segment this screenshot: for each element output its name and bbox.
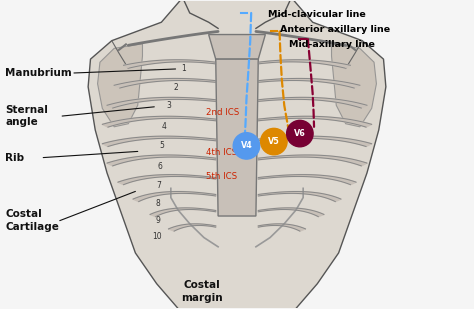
Text: V5: V5: [268, 137, 280, 146]
Text: V6: V6: [294, 129, 306, 138]
Polygon shape: [258, 224, 306, 231]
Polygon shape: [102, 116, 216, 127]
Text: 10: 10: [152, 232, 162, 241]
Polygon shape: [258, 60, 350, 68]
Text: 5th ICS: 5th ICS: [206, 171, 237, 180]
Polygon shape: [133, 192, 216, 201]
Polygon shape: [107, 155, 216, 166]
Polygon shape: [102, 136, 216, 146]
Polygon shape: [258, 78, 360, 88]
Polygon shape: [331, 44, 376, 127]
Polygon shape: [258, 175, 356, 185]
Text: 8: 8: [155, 199, 160, 208]
Text: 4: 4: [161, 122, 166, 131]
Text: 6: 6: [157, 162, 163, 171]
Polygon shape: [150, 208, 216, 217]
Text: Anterior axillary line: Anterior axillary line: [280, 25, 390, 34]
Polygon shape: [258, 136, 372, 146]
Text: Rib: Rib: [5, 153, 25, 163]
Polygon shape: [88, 0, 386, 308]
Text: Sternal: Sternal: [5, 105, 48, 115]
Text: 3: 3: [166, 101, 171, 110]
Polygon shape: [114, 78, 216, 88]
Polygon shape: [118, 175, 216, 185]
Polygon shape: [258, 208, 324, 217]
Polygon shape: [124, 60, 216, 68]
Text: 1: 1: [182, 65, 186, 74]
Text: 5: 5: [159, 142, 164, 150]
Text: 2nd ICS: 2nd ICS: [206, 108, 239, 117]
Ellipse shape: [287, 121, 313, 147]
Text: Cartilage: Cartilage: [5, 222, 59, 232]
Ellipse shape: [261, 128, 287, 155]
Text: 9: 9: [155, 216, 160, 225]
Text: Costal: Costal: [183, 280, 220, 290]
Text: margin: margin: [181, 293, 222, 303]
Polygon shape: [98, 44, 143, 127]
Text: V4: V4: [241, 142, 252, 150]
Polygon shape: [258, 155, 367, 166]
Polygon shape: [216, 59, 258, 216]
Polygon shape: [258, 97, 367, 108]
Text: Manubrium: Manubrium: [5, 68, 72, 78]
Text: 2: 2: [173, 83, 178, 92]
Text: Mid-clavicular line: Mid-clavicular line: [268, 10, 365, 19]
Text: 7: 7: [156, 181, 162, 190]
Text: Mid-axillary line: Mid-axillary line: [289, 40, 375, 49]
Polygon shape: [258, 192, 341, 201]
Ellipse shape: [233, 133, 260, 159]
Polygon shape: [209, 35, 265, 59]
Text: Costal: Costal: [5, 210, 42, 219]
Text: 4th ICS: 4th ICS: [206, 148, 237, 158]
Text: angle: angle: [5, 117, 38, 127]
Polygon shape: [258, 116, 372, 127]
Polygon shape: [107, 97, 216, 108]
Polygon shape: [168, 224, 216, 231]
